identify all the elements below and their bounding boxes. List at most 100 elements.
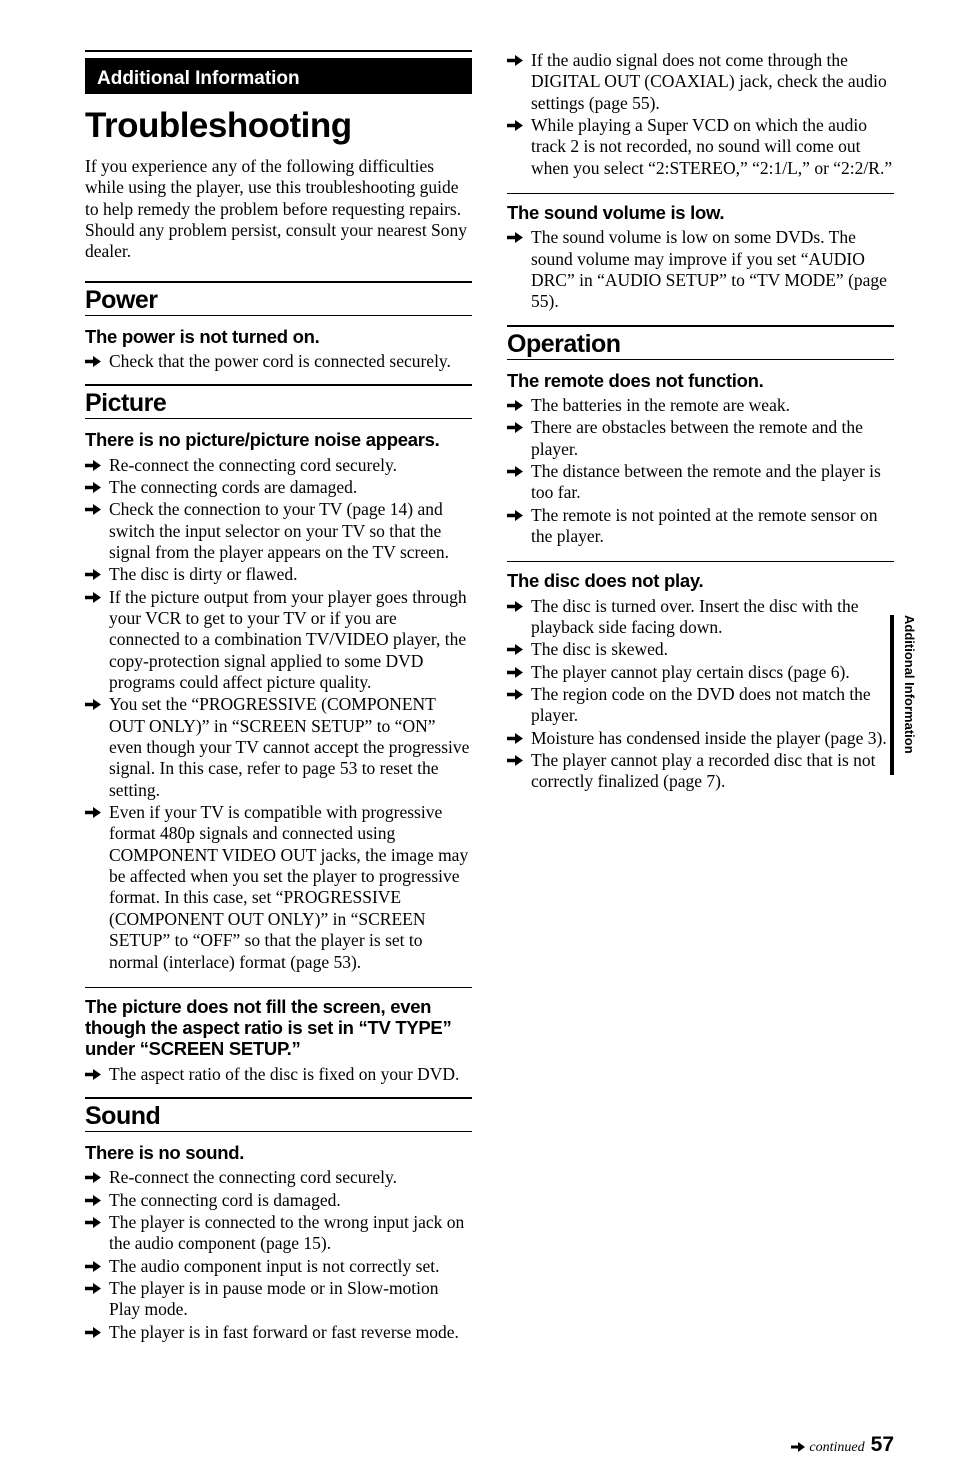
side-tab-label: Additional Information — [902, 615, 917, 754]
item-text: Check the connection to your TV (page 14… — [109, 499, 472, 563]
item-text: The remote is not pointed at the remote … — [531, 505, 894, 548]
item-text: The player is connected to the wrong inp… — [109, 1212, 472, 1255]
list-item: The connecting cord is damaged. — [85, 1190, 472, 1211]
item-list: The aspect ratio of the disc is fixed on… — [85, 1064, 472, 1085]
list-item: If the audio signal does not come throug… — [507, 50, 894, 114]
item-text: Re-connect the connecting cord securely. — [109, 455, 472, 476]
item-text: The player cannot play a recorded disc t… — [531, 750, 894, 793]
list-item: The player is in pause mode or in Slow-m… — [85, 1278, 472, 1321]
page-number: 57 — [871, 1433, 894, 1457]
list-item: You set the “PROGRESSIVE (COMPONENT OUT … — [85, 694, 472, 801]
arrow-right-icon — [507, 227, 531, 312]
list-item: Check that the power cord is connected s… — [85, 351, 472, 372]
arrow-right-icon — [85, 455, 109, 476]
item-list: The sound volume is low on some DVDs. Th… — [507, 227, 894, 312]
item-text: Even if your TV is compatible with progr… — [109, 802, 472, 973]
arrow-right-icon — [507, 505, 531, 548]
item-text: The sound volume is low on some DVDs. Th… — [531, 227, 894, 312]
subheading: There is no sound. — [85, 1142, 472, 1163]
item-text: The audio component input is not correct… — [109, 1256, 472, 1277]
arrow-right-icon — [85, 802, 109, 973]
heading-power: Power — [85, 281, 472, 316]
arrow-right-icon — [507, 728, 531, 749]
item-text: The disc is dirty or flawed. — [109, 564, 472, 585]
footer: continued 57 — [791, 1433, 894, 1457]
subheading: The disc does not play. — [507, 570, 894, 591]
item-text: The player is in fast forward or fast re… — [109, 1322, 472, 1343]
list-item: If the picture output from your player g… — [85, 587, 472, 694]
list-item: There are obstacles between the remote a… — [507, 417, 894, 460]
item-text: Moisture has condensed inside the player… — [531, 728, 894, 749]
side-tab: Additional Information — [890, 615, 910, 775]
list-item: Re-connect the connecting cord securely. — [85, 455, 472, 476]
item-text: The disc is skewed. — [531, 639, 894, 660]
arrow-right-icon — [85, 1212, 109, 1255]
item-text: If the audio signal does not come throug… — [531, 50, 894, 114]
item-text: The distance between the remote and the … — [531, 461, 894, 504]
item-text: If the picture output from your player g… — [109, 587, 472, 694]
arrow-right-icon — [85, 1190, 109, 1211]
arrow-right-icon — [85, 1278, 109, 1321]
item-text: The connecting cord is damaged. — [109, 1190, 472, 1211]
list-item: Re-connect the connecting cord securely. — [85, 1167, 472, 1188]
arrow-right-icon — [507, 684, 531, 727]
list-item: Moisture has condensed inside the player… — [507, 728, 894, 749]
rule — [507, 193, 894, 194]
list-item: The audio component input is not correct… — [85, 1256, 472, 1277]
item-list: Re-connect the connecting cord securely.… — [85, 455, 472, 973]
page-title: Troubleshooting — [85, 106, 472, 146]
arrow-right-icon — [85, 499, 109, 563]
item-text: Check that the power cord is connected s… — [109, 351, 472, 372]
intro-text: If you experience any of the following d… — [85, 156, 472, 263]
arrow-right-icon — [791, 1442, 805, 1452]
arrow-right-icon — [507, 50, 531, 114]
item-text: There are obstacles between the remote a… — [531, 417, 894, 460]
item-text: The disc is turned over. Insert the disc… — [531, 596, 894, 639]
item-text: The region code on the DVD does not matc… — [531, 684, 894, 727]
item-text: The player cannot play certain discs (pa… — [531, 662, 894, 683]
list-item: The region code on the DVD does not matc… — [507, 684, 894, 727]
list-item: The player is connected to the wrong inp… — [85, 1212, 472, 1255]
arrow-right-icon — [85, 351, 109, 372]
arrow-right-icon — [85, 477, 109, 498]
arrow-right-icon — [85, 1167, 109, 1188]
list-item: Even if your TV is compatible with progr… — [85, 802, 472, 973]
item-list: The batteries in the remote are weak.The… — [507, 395, 894, 547]
list-item: The disc is turned over. Insert the disc… — [507, 596, 894, 639]
list-item: The disc is skewed. — [507, 639, 894, 660]
arrow-right-icon — [507, 115, 531, 179]
list-item: The remote is not pointed at the remote … — [507, 505, 894, 548]
subheading: The remote does not function. — [507, 370, 894, 391]
item-list: The disc is turned over. Insert the disc… — [507, 596, 894, 793]
item-text: The aspect ratio of the disc is fixed on… — [109, 1064, 472, 1085]
arrow-right-icon — [507, 461, 531, 504]
rule — [85, 987, 472, 988]
list-item: The distance between the remote and the … — [507, 461, 894, 504]
arrow-right-icon — [507, 639, 531, 660]
list-item: The player is in fast forward or fast re… — [85, 1322, 472, 1343]
heading-operation: Operation — [507, 325, 894, 360]
section-banner: Additional Information — [85, 58, 472, 94]
subheading: The sound volume is low. — [507, 202, 894, 223]
list-item: While playing a Super VCD on which the a… — [507, 115, 894, 179]
list-item: The aspect ratio of the disc is fixed on… — [85, 1064, 472, 1085]
item-list: Check that the power cord is connected s… — [85, 351, 472, 372]
item-text: The player is in pause mode or in Slow-m… — [109, 1278, 472, 1321]
subheading: The power is not turned on. — [85, 326, 472, 347]
arrow-right-icon — [507, 596, 531, 639]
arrow-right-icon — [507, 750, 531, 793]
list-item: The sound volume is low on some DVDs. Th… — [507, 227, 894, 312]
arrow-right-icon — [507, 662, 531, 683]
list-item: The disc is dirty or flawed. — [85, 564, 472, 585]
arrow-right-icon — [507, 395, 531, 416]
arrow-right-icon — [507, 417, 531, 460]
item-text: The connecting cords are damaged. — [109, 477, 472, 498]
list-item: Check the connection to your TV (page 14… — [85, 499, 472, 563]
arrow-right-icon — [85, 1322, 109, 1343]
arrow-right-icon — [85, 587, 109, 694]
list-item: The batteries in the remote are weak. — [507, 395, 894, 416]
item-text: While playing a Super VCD on which the a… — [531, 115, 894, 179]
continued-label: continued — [809, 1440, 864, 1456]
subheading: There is no picture/picture noise appear… — [85, 429, 472, 450]
heading-picture: Picture — [85, 384, 472, 419]
